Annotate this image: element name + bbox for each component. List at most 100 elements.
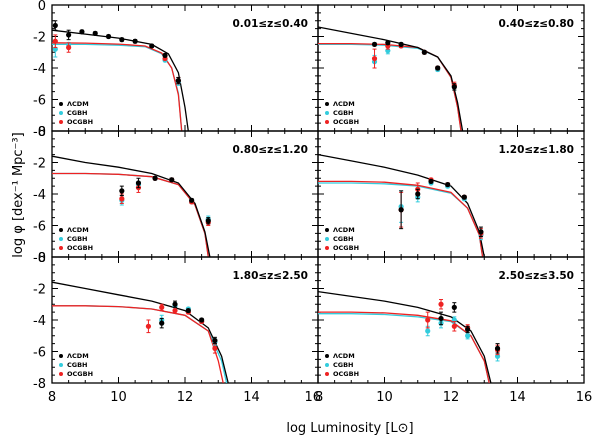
y-tick-label: -4	[33, 314, 46, 329]
data-point	[159, 320, 165, 326]
data-point	[149, 43, 155, 49]
data-point	[135, 180, 142, 186]
legend-marker	[59, 120, 63, 124]
legend-label: ΛCDM	[67, 352, 89, 360]
data-point	[425, 317, 431, 323]
y-tick-label: -8	[33, 377, 46, 392]
legend-label: OCGBH	[333, 244, 359, 252]
legend-label: CGBH	[67, 235, 88, 243]
data-point	[189, 197, 195, 203]
x-tick-label: 14	[243, 390, 260, 405]
legend-marker	[325, 372, 329, 376]
x-axis-label: log Luminosity [L⊙]	[286, 421, 413, 436]
legend-label: OCGBH	[67, 370, 93, 378]
model-curve-ΛCDM	[318, 26, 464, 131]
legend-marker	[325, 246, 329, 250]
data-point	[438, 301, 444, 307]
panel-5: 0-2-4-6-88 10 12 14 161.80≤z≤2.50ΛCDMCGBHOCG…	[33, 251, 321, 405]
legend-marker	[325, 354, 329, 358]
model-curve-ΛCDM	[318, 153, 485, 257]
data-point	[398, 207, 404, 213]
panel-grid: 0-2-4-6-80.01≤z≤0.40ΛCDMCGBHOCGBH0.40≤z≤…	[33, 0, 592, 405]
model-curve-ΛCDM	[318, 290, 492, 383]
y-tick-label: -4	[33, 62, 46, 77]
data-point	[52, 22, 58, 29]
data-point	[421, 49, 427, 55]
legend-label: ΛCDM	[333, 100, 355, 108]
x-tick-label: 8	[48, 390, 56, 405]
data-point	[159, 304, 165, 310]
data-point	[199, 317, 205, 323]
data-point	[494, 345, 501, 351]
data-point	[212, 337, 218, 344]
legend-label: ΛCDM	[333, 352, 355, 360]
legend-label: CGBH	[67, 109, 88, 117]
data-point	[435, 65, 441, 71]
model-curve-OCGBH	[318, 180, 484, 257]
legend-marker	[325, 102, 329, 106]
data-point	[371, 55, 378, 62]
data-point	[79, 29, 85, 35]
data-point	[438, 315, 444, 322]
legend-label: OCGBH	[67, 118, 93, 126]
legend-label: CGBH	[333, 235, 354, 243]
redshift-label: 0.80≤z≤1.20	[232, 144, 308, 156]
x-tick-label: 16	[576, 390, 593, 405]
data-point	[478, 229, 484, 235]
y-tick-label: -2	[33, 31, 46, 46]
legend-marker	[59, 246, 63, 250]
legend-label: ΛCDM	[67, 100, 89, 108]
data-point	[172, 301, 178, 307]
data-point	[451, 323, 457, 329]
data-point	[92, 30, 98, 36]
data-point	[119, 188, 125, 194]
y-tick-label: -8	[33, 251, 46, 266]
legend-label: OCGBH	[333, 118, 359, 126]
legend-label: OCGBH	[67, 244, 93, 252]
y-tick-label: -4	[33, 188, 46, 203]
data-point	[169, 177, 175, 183]
redshift-label: 1.20≤z≤1.80	[498, 144, 574, 156]
data-point	[451, 304, 457, 310]
legend-marker	[59, 237, 63, 241]
data-point	[461, 194, 467, 200]
data-point	[385, 40, 391, 46]
data-point	[172, 307, 178, 314]
model-curve-ΛCDM	[52, 155, 211, 257]
legend-marker	[325, 120, 329, 124]
y-tick-label: -2	[33, 157, 46, 172]
legend-label: ΛCDM	[333, 226, 355, 234]
model-curve-OCGBH	[52, 42, 183, 131]
model-curve-ΛCDM	[52, 281, 229, 383]
x-tick-label: 16	[304, 390, 321, 405]
data-point	[465, 326, 471, 333]
legend-marker	[59, 363, 63, 367]
data-point	[132, 38, 138, 44]
x-tick-label: 10	[376, 390, 393, 405]
legend-marker	[325, 237, 329, 241]
x-tick-label: 12	[443, 390, 460, 405]
legend-marker	[325, 228, 329, 232]
redshift-label: 0.01≤z≤0.40	[232, 18, 308, 30]
y-tick-label: 0	[38, 0, 46, 14]
redshift-label: 2.50≤z≤3.50	[498, 270, 574, 282]
y-axis-label: log φ [dex⁻¹ Mpc⁻³]	[11, 132, 26, 257]
legend-label: ΛCDM	[67, 226, 89, 234]
data-point	[66, 44, 72, 51]
legend-label: CGBH	[333, 109, 354, 117]
legend-label: OCGBH	[333, 370, 359, 378]
data-point	[425, 328, 431, 334]
data-point	[451, 84, 457, 90]
data-point	[119, 196, 125, 202]
x-tick-label: 8	[315, 390, 323, 405]
data-point	[212, 345, 218, 351]
y-tick-label: -2	[33, 283, 46, 298]
data-point	[145, 323, 152, 329]
x-tick-label: 10	[110, 390, 127, 405]
legend-marker	[325, 363, 329, 367]
data-point	[465, 333, 471, 339]
